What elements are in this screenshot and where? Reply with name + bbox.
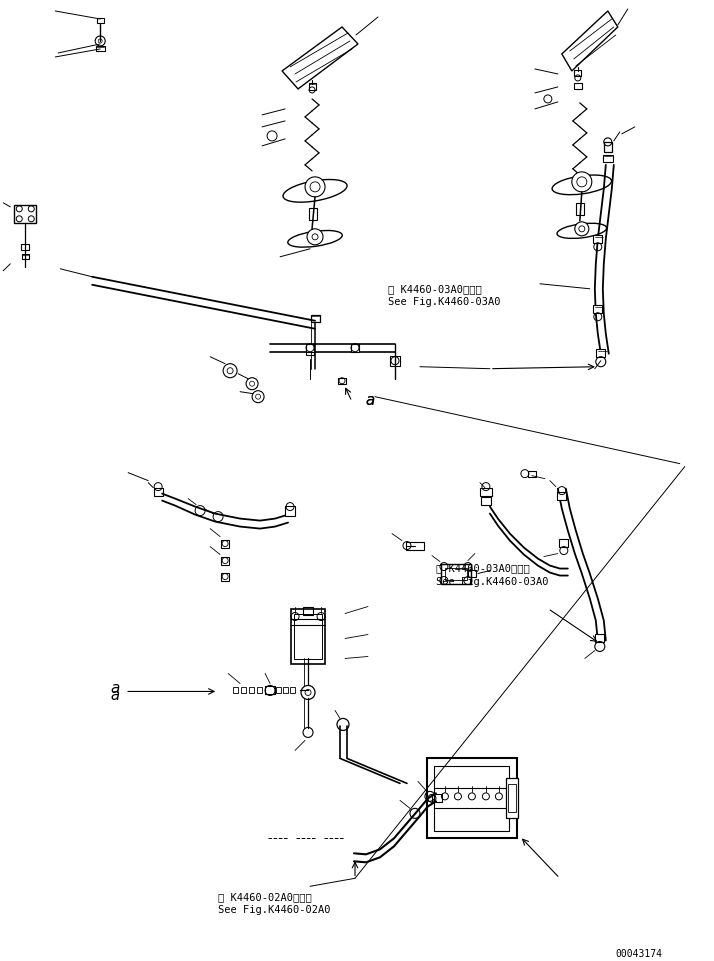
Bar [21,255,29,260]
Text: 第 K4460-02A0図参照: 第 K4460-02A0図参照 [218,892,312,901]
Bar [593,306,603,313]
Text: a: a [110,688,119,702]
Bar [468,571,476,578]
Bar [309,209,317,221]
Bar [480,488,492,496]
Bar [528,471,536,477]
Circle shape [305,178,325,198]
Bar [221,557,229,565]
Bar [432,795,442,802]
Ellipse shape [283,181,347,203]
Text: 第 K4460-03A0図参照: 第 K4460-03A0図参照 [388,283,482,293]
Bar [285,506,295,516]
Ellipse shape [557,224,607,239]
Polygon shape [282,28,358,89]
Bar [14,206,36,224]
Bar [559,539,568,547]
Bar [427,758,517,838]
Bar [311,316,320,323]
Bar [96,47,105,53]
Bar [308,85,316,91]
Circle shape [575,223,589,236]
Bar [390,357,400,366]
Text: a: a [110,680,119,695]
Text: See Fig.K4460-02A0: See Fig.K4460-02A0 [218,904,331,914]
Bar [303,607,313,615]
Bar [604,143,612,153]
Bar [290,688,295,694]
Bar [256,688,261,694]
Bar [221,540,229,548]
Text: See Fig.K4460-03A0: See Fig.K4460-03A0 [436,576,548,586]
Bar [306,344,314,353]
Circle shape [301,686,315,700]
Ellipse shape [288,232,342,248]
Bar [96,19,104,24]
Bar [233,688,238,694]
Bar [406,542,424,550]
Bar [351,344,359,353]
Bar [508,784,516,812]
Bar [276,688,281,694]
Bar [265,688,270,694]
Text: 第 K4460-03A0図参照: 第 K4460-03A0図参照 [436,563,530,573]
Bar [221,573,229,581]
Bar [603,157,613,163]
Bar [21,244,29,251]
Bar [575,204,584,215]
Bar [596,350,605,357]
Bar [593,235,603,243]
Circle shape [265,686,275,696]
Bar [441,564,471,584]
Text: a: a [365,392,374,407]
Bar [248,688,253,694]
Bar [306,347,314,356]
Bar [558,492,566,500]
Bar [154,488,163,496]
Circle shape [307,230,323,246]
Text: See Fig.K4460-03A0: See Fig.K4460-03A0 [388,296,501,307]
Bar [481,497,491,505]
Bar [294,614,322,659]
Bar [434,766,509,831]
Text: 00043174: 00043174 [615,949,663,958]
Bar [338,379,346,384]
Bar [291,609,325,664]
Bar [445,568,467,579]
Bar [283,688,288,694]
Bar [574,84,582,89]
Bar [241,688,246,694]
Bar [574,71,581,77]
Bar [595,635,604,643]
Polygon shape [562,12,618,72]
Bar [506,778,518,819]
Text: a: a [365,392,374,407]
Circle shape [572,173,592,192]
Ellipse shape [552,176,611,195]
